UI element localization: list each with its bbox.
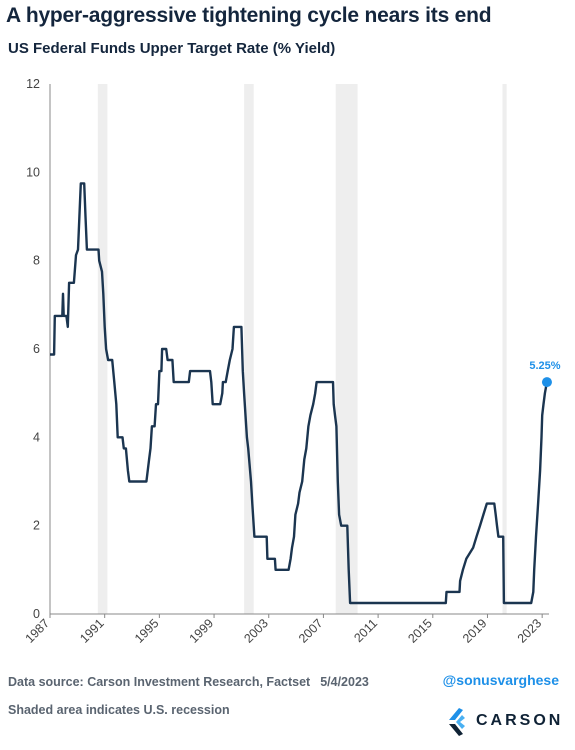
x-tick-label-2007: 2007 <box>296 616 326 646</box>
y-tick-label-12: 12 <box>26 77 40 91</box>
carson-logo: CARSON <box>446 706 560 738</box>
series-layer <box>50 182 549 605</box>
carson-logo-icon <box>449 708 465 736</box>
author-handle: @sonusvarghese <box>442 672 559 688</box>
x-tick-label-2015: 2015 <box>405 616 435 646</box>
x-tick-label-1995: 1995 <box>132 616 162 646</box>
carson-logo-text: CARSON <box>476 712 564 729</box>
y-tick-label-4: 4 <box>33 430 40 444</box>
latest-value-marker <box>541 377 552 388</box>
x-tick-label-1991: 1991 <box>77 616 107 646</box>
recession-band-3 <box>502 84 507 614</box>
y-tick-label-2: 2 <box>33 519 40 533</box>
data-source-text: Data source: Carson Investment Research,… <box>8 675 311 689</box>
rate-line-0 <box>50 182 549 605</box>
y-tick-label-6: 6 <box>33 342 40 356</box>
x-tick-label-2003: 2003 <box>241 616 271 646</box>
chart-title: A hyper-aggressive tightening cycle near… <box>6 4 492 27</box>
latest-value-label: 5.25% <box>529 360 560 372</box>
y-tick-label-0: 0 <box>33 607 40 621</box>
data-source-date: 5/4/2023 <box>320 675 369 689</box>
recession-band-2 <box>335 84 358 614</box>
recession-shading-layer <box>97 84 507 614</box>
x-tick-label-2019: 2019 <box>460 616 490 646</box>
y-tick-label-10: 10 <box>26 165 40 179</box>
recession-band-1 <box>244 84 254 614</box>
x-tick-label-2011: 2011 <box>351 616 380 645</box>
x-tick-label-1987: 1987 <box>23 616 53 646</box>
fed-funds-line-chart: 0 2 4 6 8 10 12 1987 1991 1995 1999 2003 2007 2011 201… <box>23 77 561 646</box>
recession-band-0 <box>97 84 108 614</box>
annotation-layer: 5.25% <box>529 360 561 388</box>
data-source-note: Data source: Carson Investment Research,… <box>8 675 369 689</box>
recession-note: Shaded area indicates U.S. recession <box>8 703 230 717</box>
x-tick-label-2023: 2023 <box>515 616 545 646</box>
y-tick-label-8: 8 <box>33 254 40 268</box>
x-tick-label-1999: 1999 <box>187 616 217 646</box>
chart-subtitle: US Federal Funds Upper Target Rate (% Yi… <box>8 40 336 57</box>
